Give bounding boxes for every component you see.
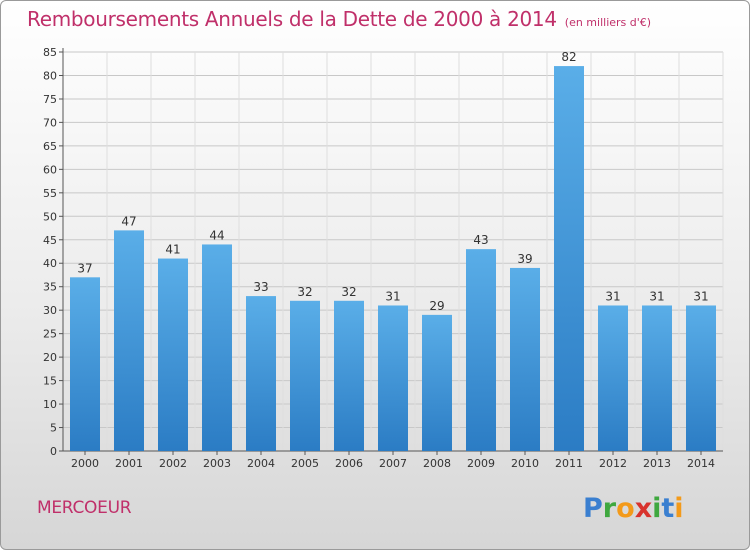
x-tick-label: 2005 — [291, 457, 319, 470]
y-tick-label: 60 — [43, 163, 57, 176]
bar-2000 — [70, 277, 100, 451]
x-tick-label: 2008 — [423, 457, 451, 470]
proxiti-logo: Proxiti — [583, 493, 684, 524]
y-tick-label: 0 — [50, 445, 57, 458]
bars — [70, 66, 716, 452]
x-tick-label: 2000 — [71, 457, 99, 470]
svg-text:Proxiti: Proxiti — [583, 493, 684, 524]
data-label: 39 — [517, 252, 532, 266]
bar-2010 — [510, 267, 540, 451]
x-tick-label: 2011 — [555, 457, 583, 470]
y-tick-label: 55 — [43, 187, 57, 200]
unit-note: (en milliers d'€) — [564, 16, 652, 29]
x-tick-label: 2007 — [379, 457, 407, 470]
data-label: 31 — [649, 289, 664, 303]
data-label: 47 — [121, 214, 136, 228]
x-tick-label: 2009 — [467, 457, 495, 470]
y-tick-label: 75 — [43, 93, 57, 106]
bar-2002 — [158, 258, 188, 451]
bar-2005 — [290, 300, 320, 451]
bar-2008 — [422, 314, 452, 451]
bar-2013 — [642, 305, 672, 451]
x-tick-label: 2006 — [335, 457, 363, 470]
data-label: 31 — [605, 289, 620, 303]
y-tick-label: 65 — [43, 140, 57, 153]
data-label: 37 — [77, 261, 92, 275]
y-tick-label: 10 — [43, 398, 57, 411]
bar-2003 — [202, 244, 232, 451]
y-tick-label: 40 — [43, 257, 57, 270]
data-label: 31 — [385, 289, 400, 303]
y-tick-label: 15 — [43, 375, 57, 388]
y-tick-label: 25 — [43, 328, 57, 341]
data-label: 33 — [253, 280, 268, 294]
bar-2001 — [114, 230, 144, 451]
commune-name: MERCOEUR — [37, 498, 132, 518]
data-label: 31 — [693, 289, 708, 303]
bar-2004 — [246, 296, 276, 451]
data-labels: 37 47 41 44 33 32 32 31 29 43 39 82 31 31 31 — [77, 50, 708, 313]
data-label: 32 — [297, 285, 312, 299]
data-label: 29 — [429, 299, 444, 313]
y-tick-label: 35 — [43, 281, 57, 294]
x-tick-label: 2013 — [643, 457, 671, 470]
bar-2007 — [378, 305, 408, 451]
y-tick-label: 45 — [43, 234, 57, 247]
x-tick-label: 2004 — [247, 457, 275, 470]
data-label: 32 — [341, 285, 356, 299]
data-label: 82 — [561, 50, 576, 64]
bar-2011 — [554, 66, 584, 452]
y-tick-label: 50 — [43, 210, 57, 223]
x-tick-label: 2010 — [511, 457, 539, 470]
x-tick-label: 2001 — [115, 457, 143, 470]
title-row: Remboursements Annuels de la Dette de 20… — [27, 7, 651, 31]
x-tick-label: 2012 — [599, 457, 627, 470]
y-tick-label: 5 — [50, 422, 57, 435]
bar-2012 — [598, 305, 628, 451]
data-label: 44 — [209, 228, 224, 242]
y-tick-label: 85 — [43, 46, 57, 59]
x-tick-label: 2003 — [203, 457, 231, 470]
y-tick-label: 20 — [43, 351, 57, 364]
y-tick-label: 80 — [43, 69, 57, 82]
data-label: 43 — [473, 233, 488, 247]
data-label: 41 — [165, 243, 180, 257]
bar-2006 — [334, 300, 364, 451]
bar-2014 — [686, 305, 716, 451]
x-tick-label: 2014 — [687, 457, 715, 470]
chart-title: Remboursements Annuels de la Dette de 20… — [27, 7, 557, 31]
axes: 0 5 10 15 20 25 30 35 40 45 50 55 60 65 70 75 80 85 2000 20… — [43, 46, 723, 470]
y-tick-label: 70 — [43, 116, 57, 129]
y-tick-label: 30 — [43, 304, 57, 317]
x-tick-label: 2002 — [159, 457, 187, 470]
bar-2009 — [466, 249, 496, 451]
